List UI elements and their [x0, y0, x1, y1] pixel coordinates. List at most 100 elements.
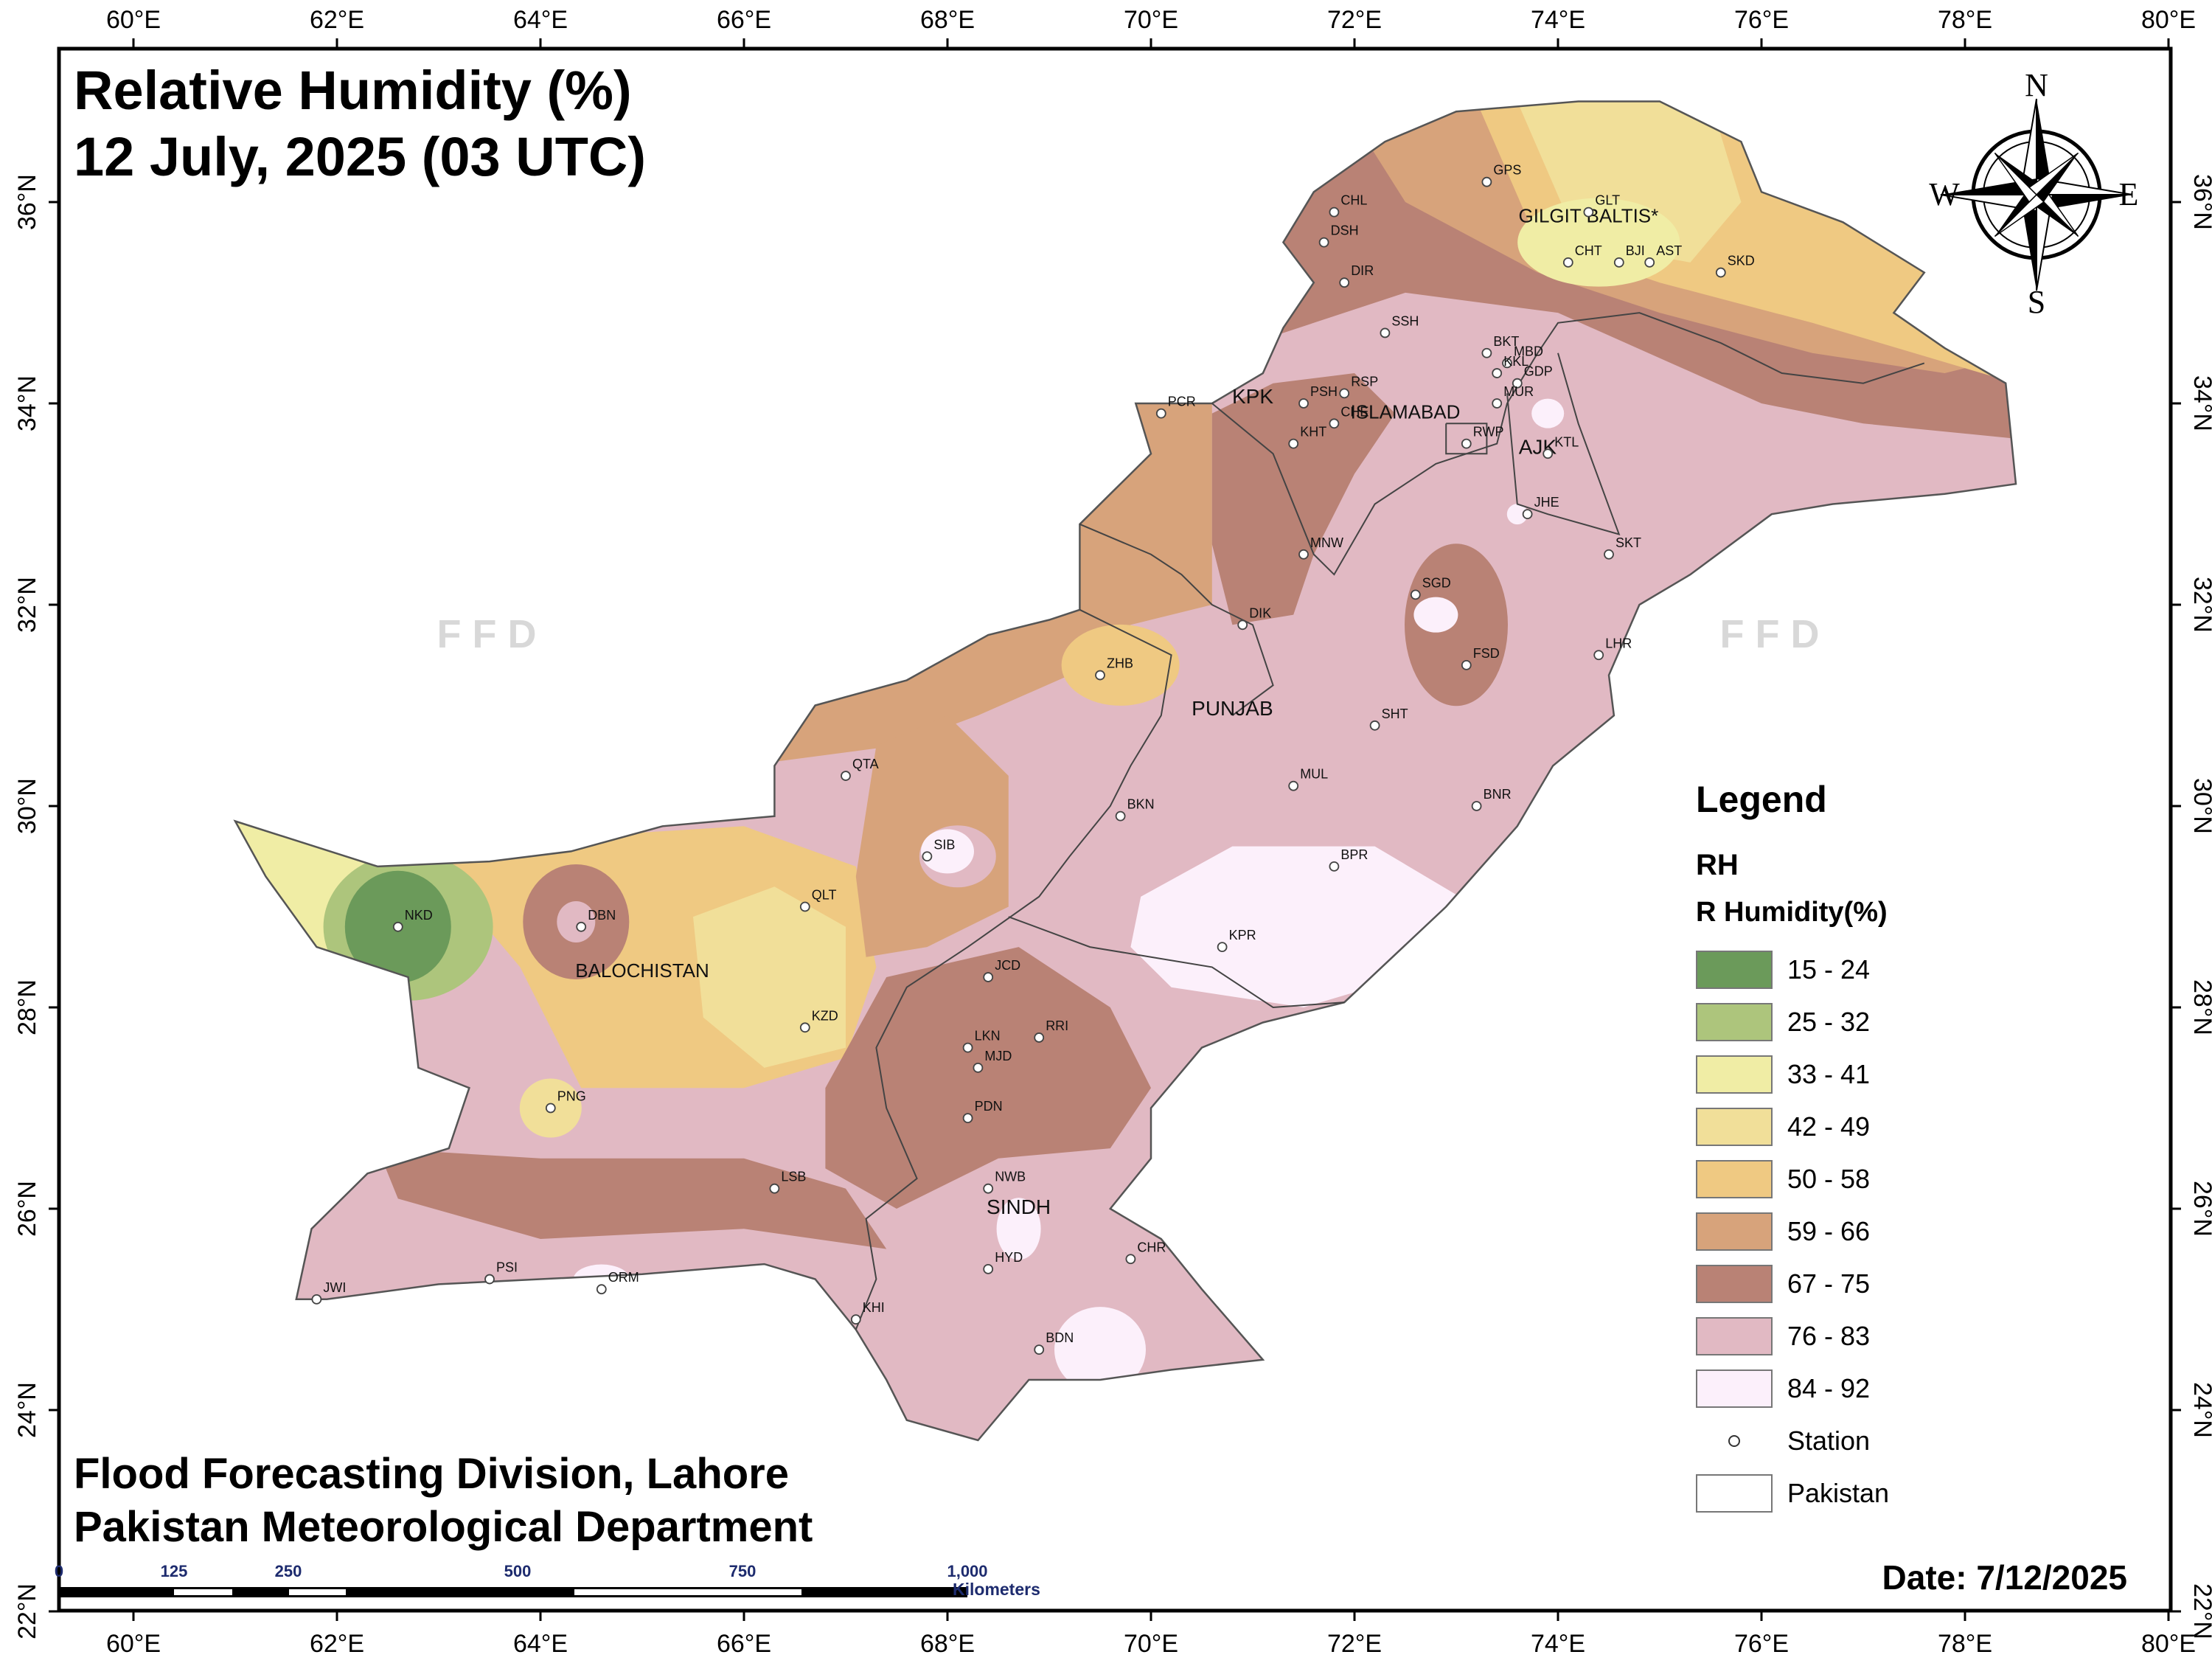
station-marker	[1481, 176, 1492, 187]
station-label: BJI	[1626, 243, 1645, 258]
province-boundary-2	[1079, 523, 1274, 716]
compass-minor-point	[2037, 153, 2079, 202]
rh-zone-84-92	[996, 1198, 1041, 1260]
station-marker	[1339, 388, 1350, 399]
compass-point	[1941, 178, 2037, 195]
station-label: DIR	[1351, 263, 1374, 278]
station-marker	[962, 1042, 973, 1053]
station-marker	[1644, 257, 1655, 268]
station-label: GDP	[1524, 364, 1553, 379]
pakistan-outline	[233, 100, 2017, 1442]
station-label: KHI	[863, 1300, 885, 1315]
lon-label-bottom: 68°E	[920, 1630, 975, 1658]
rh-zone-84-92	[1506, 504, 1528, 525]
legend-class-label: 25 - 32	[1787, 1006, 1871, 1037]
legend-classes: 15 - 24 25 - 32 33 - 41 42 - 49 50 - 58 59 - …	[1696, 943, 1976, 1414]
station-label: CHL	[1340, 193, 1367, 208]
station-label: DSH	[1331, 223, 1359, 238]
legend-class-label: 76 - 83	[1787, 1320, 1871, 1351]
scale-bar-tick-label: 0	[54, 1562, 64, 1580]
station-marker	[983, 1183, 994, 1194]
station-label: SKT	[1615, 535, 1641, 550]
legend-class-label: 50 - 58	[1787, 1163, 1871, 1194]
lat-label-right: 32°N	[2188, 577, 2212, 633]
scale-bar-segment	[289, 1589, 346, 1595]
station-label: QLT	[812, 888, 837, 903]
station-marker	[1369, 720, 1380, 731]
station-label: DBN	[588, 908, 616, 923]
scale-bar-tick-label: 125	[160, 1562, 188, 1580]
station-label: KHT	[1300, 425, 1326, 440]
station-marker	[1492, 398, 1503, 409]
legend-pakistan-entry: Pakistan	[1696, 1467, 1976, 1519]
station-marker	[973, 1063, 984, 1073]
lon-label-bottom: 78°E	[1938, 1630, 1992, 1658]
station-label: SKD	[1728, 254, 1755, 268]
scale-bar-labels: 0 125 250 500 750 1,000	[55, 1562, 1091, 1584]
station-label: PSI	[496, 1260, 518, 1275]
lat-label-right: 22°N	[2188, 1583, 2212, 1639]
legend-swatch	[1696, 1159, 1773, 1198]
ffd-watermark: F F D	[437, 612, 537, 656]
legend-class-entry: 67 - 75	[1696, 1257, 1976, 1310]
compass-point	[2020, 195, 2037, 291]
lat-label-left: 30°N	[13, 778, 41, 834]
region-label: KPK	[1232, 385, 1273, 408]
legend-field-name: R Humidity(%)	[1696, 897, 1888, 928]
legend-swatch	[1696, 1264, 1773, 1303]
station-marker	[983, 972, 994, 982]
station-label: GPS	[1493, 163, 1521, 178]
legend-class-label: 67 - 75	[1787, 1268, 1871, 1299]
compass-letter-s: S	[2028, 284, 2045, 320]
station-label: JHE	[1534, 495, 1559, 510]
station-marker	[392, 921, 403, 932]
compass-minor-point	[1994, 187, 2037, 237]
station-label: KZD	[812, 1008, 838, 1023]
station-label: SHT	[1382, 706, 1408, 721]
station-label: DIK	[1249, 605, 1271, 620]
legend-swatch	[1696, 950, 1773, 989]
station-marker	[1329, 418, 1340, 429]
lon-label-bottom: 72°E	[1327, 1630, 1382, 1658]
map-subtitle: 12 July, 2025 (03 UTC)	[74, 126, 646, 187]
lat-label-left: 36°N	[13, 174, 41, 230]
rh-zone-76-83	[557, 900, 596, 942]
rh-zone-84-92	[1531, 398, 1565, 428]
station-label: NWB	[995, 1170, 1026, 1184]
station-marker	[1217, 942, 1228, 952]
station-label: GLT	[1595, 193, 1620, 208]
lon-label-bottom: 76°E	[1734, 1630, 1789, 1658]
station-label: MUR	[1503, 384, 1534, 399]
lat-label-right: 26°N	[2188, 1181, 2212, 1237]
lat-label-left: 26°N	[13, 1181, 41, 1237]
lon-label-bottom: 62°E	[310, 1630, 364, 1658]
rh-zone-67-75	[1211, 373, 1396, 625]
station-marker	[983, 1264, 994, 1274]
legend-class-entry: 25 - 32	[1696, 996, 1976, 1048]
station-marker	[1288, 438, 1299, 449]
station-marker	[1481, 347, 1492, 358]
compass-letter-n: N	[2025, 67, 2048, 103]
station-label: MUL	[1300, 767, 1328, 782]
station-label: CHT	[1575, 243, 1602, 258]
station-label: QTA	[852, 757, 879, 771]
station-markers: GPS GLT CHT BJI AST SKD CHL DSH DIR SSH BKTMBDKKLG…	[311, 163, 1755, 1355]
compass-minor-point-light	[1994, 193, 2045, 237]
station-marker	[545, 1103, 556, 1114]
legend-class-label: 42 - 49	[1787, 1111, 1871, 1142]
lon-label-top: 64°E	[513, 6, 568, 34]
legend-swatch	[1696, 1055, 1773, 1094]
station-marker	[799, 1022, 810, 1033]
rh-zone-84-92	[1413, 597, 1458, 633]
station-marker	[1298, 398, 1309, 409]
station-label: JWI	[323, 1280, 346, 1295]
region-label: SINDH	[987, 1195, 1051, 1218]
lon-label-top: 78°E	[1938, 6, 1992, 34]
scale-bar-unit: Kilometers	[953, 1580, 1040, 1599]
station-marker	[1034, 1032, 1045, 1043]
station-label: MNW	[1310, 535, 1343, 550]
station-label: MBD	[1514, 344, 1543, 358]
station-label: KTL	[1554, 434, 1579, 449]
ffd-watermark: F F D	[1720, 612, 1820, 656]
station-label: SSH	[1391, 313, 1419, 328]
